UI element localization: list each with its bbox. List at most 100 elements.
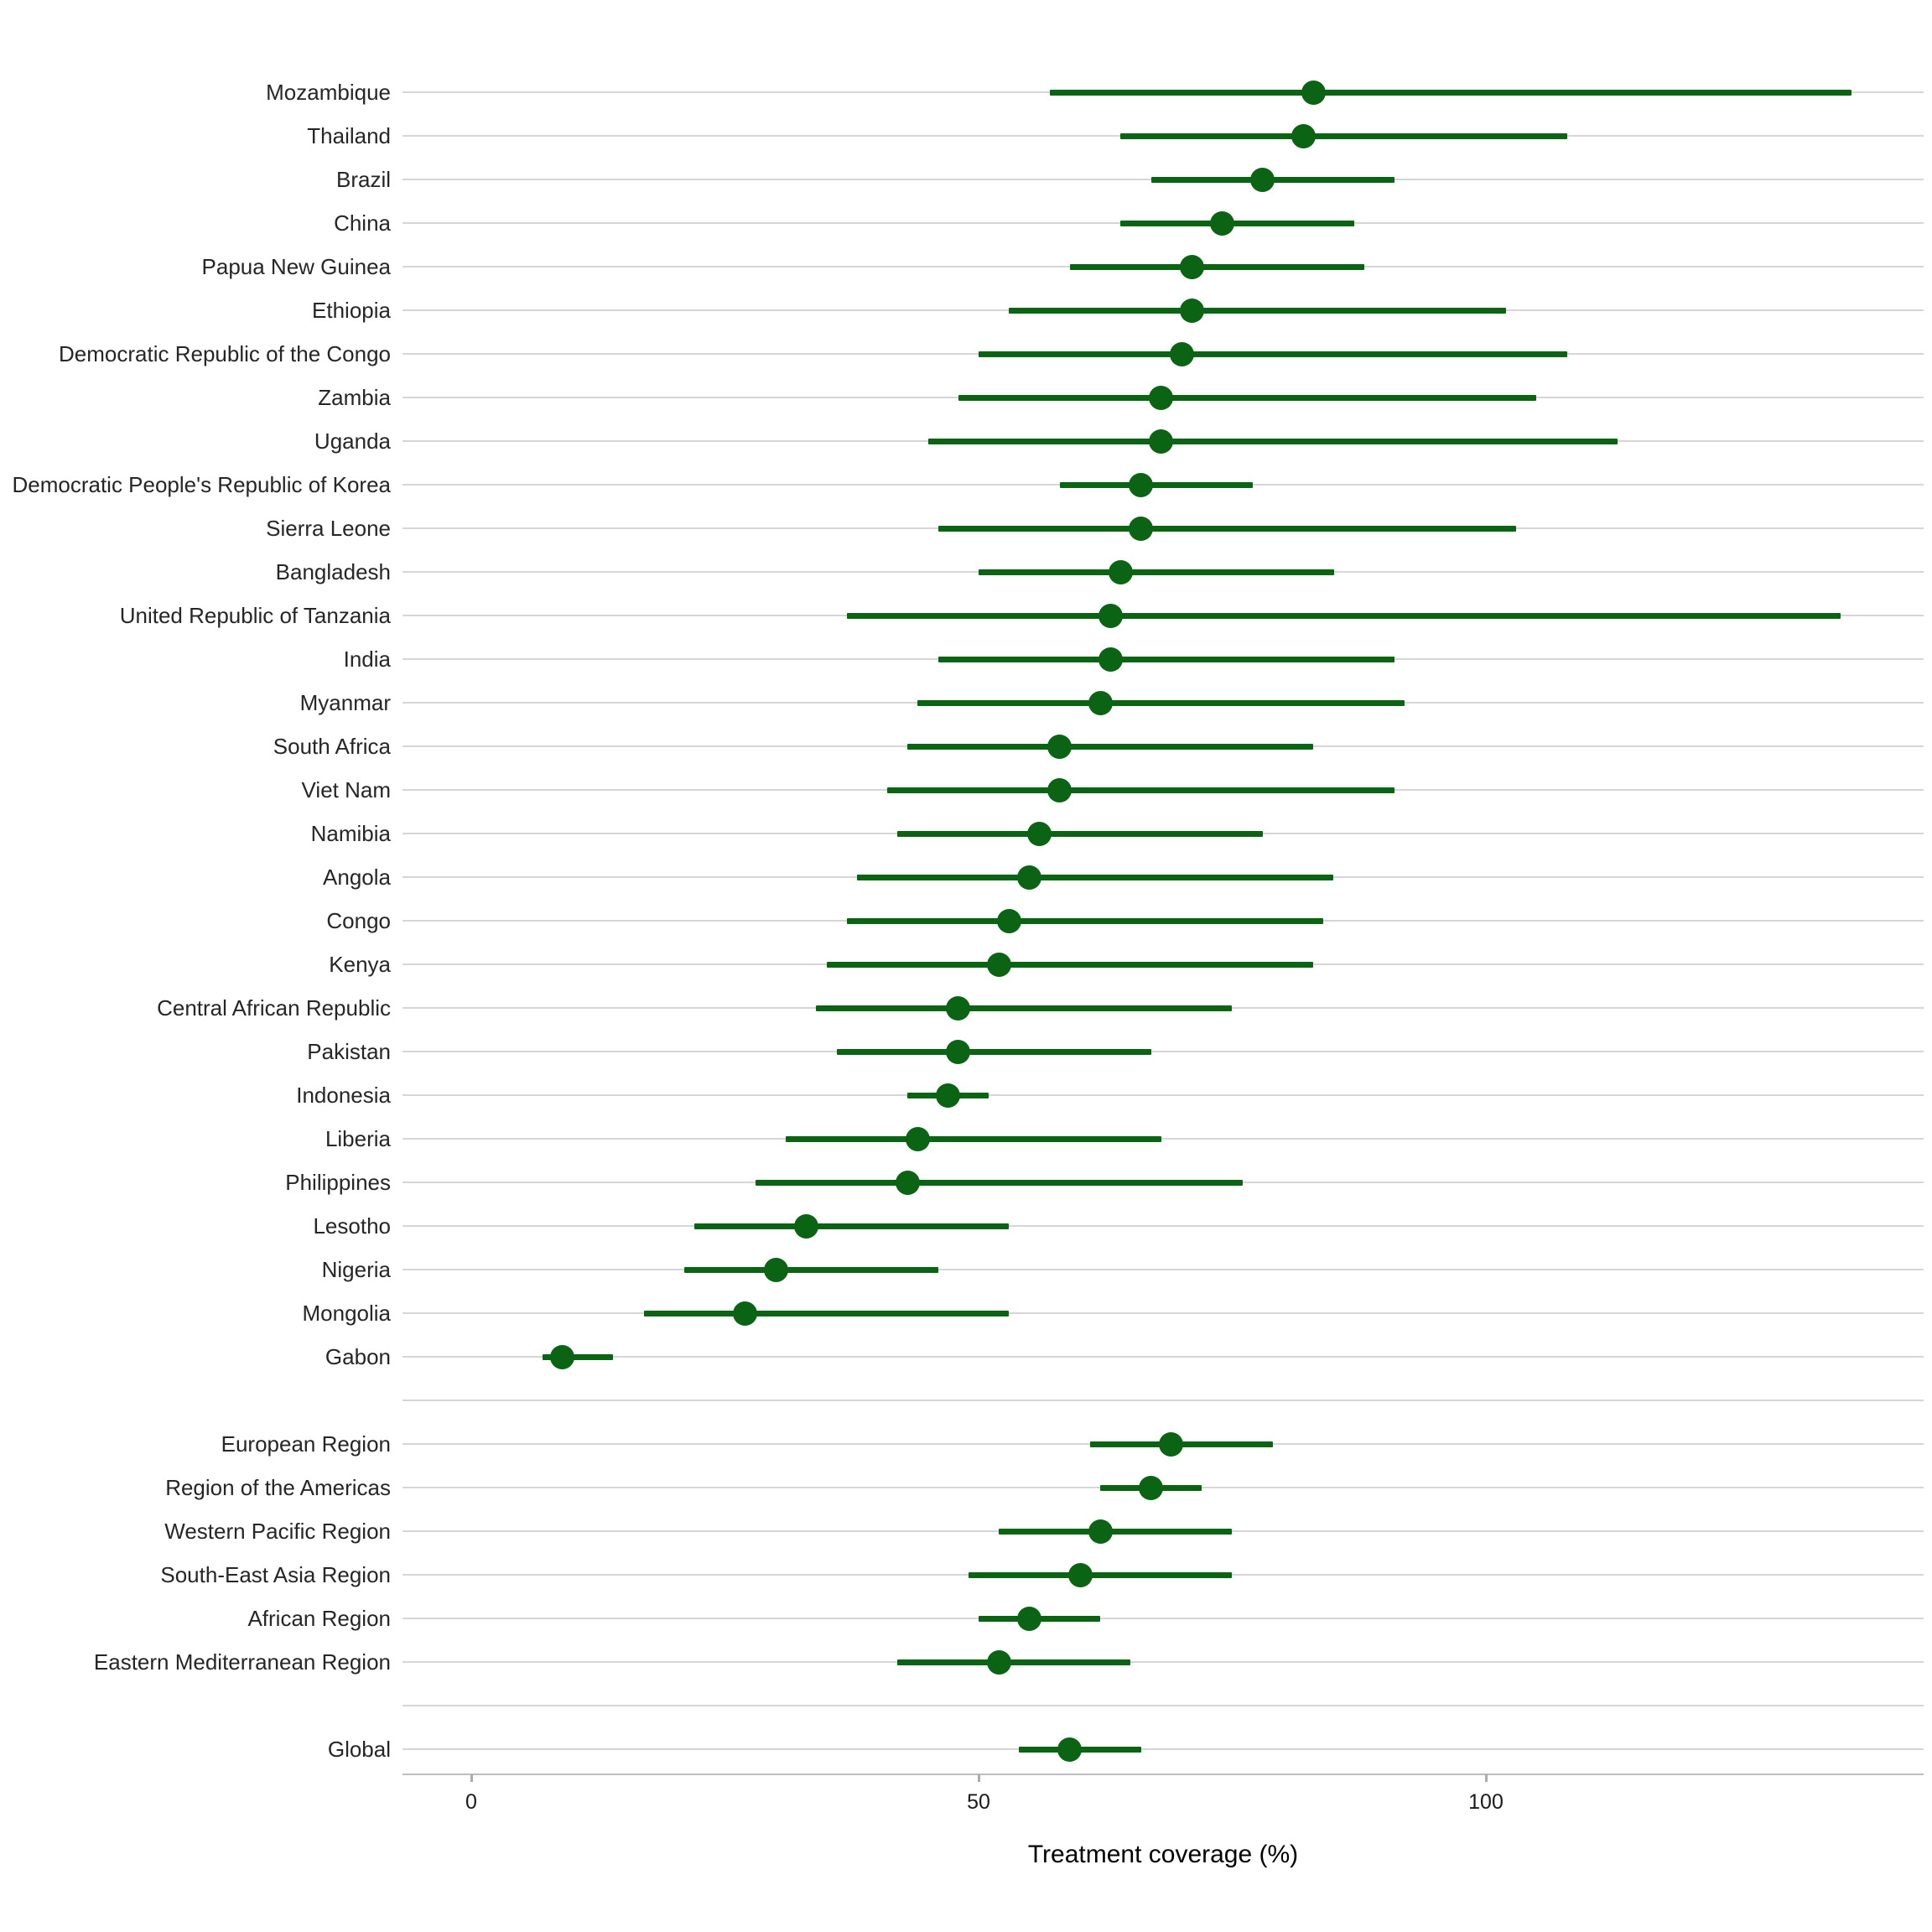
confidence-interval-line (887, 787, 1395, 793)
point-estimate-dot (1088, 690, 1113, 715)
point-estimate-dot (986, 952, 1011, 977)
row-label: Thailand (307, 123, 391, 148)
point-estimate-dot (1179, 298, 1204, 323)
point-estimate-dot (996, 908, 1021, 933)
row-label: Sierra Leone (266, 516, 391, 541)
confidence-interval-line (643, 1310, 1010, 1317)
row-label: European Region (221, 1431, 391, 1457)
confidence-interval-line (846, 917, 1324, 924)
row-label: Congo (326, 908, 391, 933)
row-label: United Republic of Tanzania (119, 603, 391, 628)
point-estimate-dot (763, 1257, 788, 1282)
point-estimate-dot (1149, 385, 1174, 410)
point-estimate-dot (1017, 865, 1041, 890)
point-estimate-dot (550, 1344, 575, 1369)
confidence-interval-line (1120, 132, 1567, 139)
row-label: South Africa (273, 734, 391, 759)
row-gridline (402, 1618, 1924, 1619)
point-estimate-dot (733, 1301, 758, 1326)
point-estimate-dot (1291, 123, 1316, 148)
row-label: Indonesia (296, 1083, 391, 1108)
row-label: Angola (323, 865, 391, 890)
confidence-interval-line (816, 1005, 1233, 1011)
confidence-interval-line (927, 438, 1618, 444)
confidence-interval-line (694, 1223, 1010, 1229)
point-estimate-dot (905, 1126, 930, 1151)
row-label: Myanmar (299, 690, 391, 715)
confidence-interval-line (846, 612, 1841, 619)
confidence-interval-line (907, 743, 1314, 750)
confidence-interval-line (755, 1179, 1243, 1186)
point-estimate-dot (1108, 559, 1133, 584)
row-label: China (334, 210, 391, 236)
point-estimate-dot (1149, 428, 1174, 454)
row-label: African Region (247, 1606, 391, 1631)
row-gridline (402, 1312, 1924, 1314)
row-label: Mozambique (266, 80, 391, 105)
row-label: Viet Nam (301, 777, 391, 802)
confidence-interval-line (1009, 307, 1507, 314)
confidence-interval-line (1120, 220, 1354, 226)
confidence-interval-line (937, 656, 1395, 662)
point-estimate-dot (1047, 734, 1072, 759)
x-axis-tick-mark (470, 1774, 473, 1782)
confidence-interval-line (897, 1659, 1131, 1665)
row-label: Region of the Americas (165, 1475, 391, 1500)
point-estimate-dot (1057, 1737, 1083, 1762)
row-label: Eastern Mediterranean Region (93, 1649, 391, 1675)
x-axis-tick-mark (977, 1774, 980, 1782)
point-estimate-dot (1209, 210, 1234, 236)
point-estimate-dot (1098, 603, 1123, 628)
x-axis-tick-mark (1484, 1774, 1488, 1782)
x-axis-tick-label: 0 (465, 1790, 477, 1814)
row-label: Central African Republic (157, 995, 391, 1021)
row-gridline (402, 1138, 1924, 1140)
confidence-interval-line (979, 351, 1567, 357)
spacer-gridline (402, 1705, 1924, 1706)
row-label: Uganda (314, 428, 391, 454)
confidence-interval-line (1069, 263, 1364, 270)
x-axis-line (402, 1774, 1924, 1775)
point-estimate-dot (946, 995, 971, 1021)
x-axis-tick-label: 100 (1468, 1790, 1504, 1814)
point-estimate-dot (895, 1170, 920, 1195)
point-estimate-dot (1129, 472, 1154, 497)
point-estimate-dot (1139, 1475, 1164, 1500)
point-estimate-dot (1250, 167, 1275, 192)
confidence-interval-line (999, 1528, 1233, 1535)
point-estimate-dot (986, 1649, 1011, 1675)
row-gridline (402, 1225, 1924, 1227)
point-estimate-dot (1047, 777, 1072, 802)
row-label: South-East Asia Region (160, 1562, 391, 1587)
row-gridline (402, 1748, 1924, 1750)
row-label: India (343, 647, 391, 672)
row-gridline (402, 1094, 1924, 1096)
point-estimate-dot (1129, 516, 1154, 541)
confidence-interval-line (1059, 481, 1253, 488)
row-label: Liberia (325, 1126, 391, 1151)
row-label: Philippines (285, 1170, 391, 1195)
confidence-interval-line (1049, 89, 1852, 96)
row-label: Democratic Republic of the Congo (59, 341, 391, 366)
confidence-interval-line (826, 961, 1314, 968)
row-label: Global (327, 1737, 391, 1762)
spacer-gridline (402, 1400, 1924, 1401)
confidence-interval-line (937, 525, 1517, 532)
row-label: Kenya (329, 952, 391, 977)
point-estimate-dot (1027, 821, 1052, 846)
row-label: Bangladesh (275, 559, 391, 584)
confidence-interval-line (856, 874, 1334, 880)
row-label: Ethiopia (312, 298, 391, 323)
point-estimate-dot (1159, 1431, 1184, 1457)
point-estimate-dot (1169, 341, 1194, 366)
row-label: Western Pacific Region (164, 1519, 391, 1544)
row-label: Papua New Guinea (201, 254, 391, 279)
confidence-interval-line (684, 1266, 938, 1273)
confidence-interval-line (979, 569, 1334, 575)
row-label: Nigeria (321, 1257, 391, 1282)
confidence-interval-line (968, 1571, 1233, 1578)
row-label: Zambia (318, 385, 391, 410)
point-estimate-dot (1098, 647, 1123, 672)
confidence-interval-line (897, 830, 1263, 837)
